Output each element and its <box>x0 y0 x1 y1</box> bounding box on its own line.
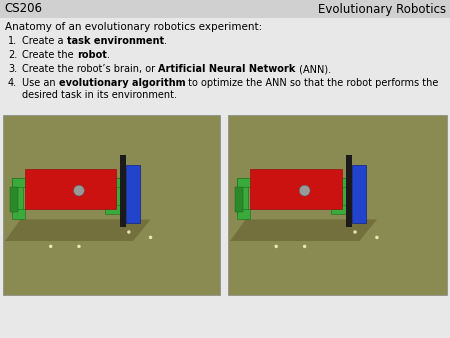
Bar <box>12 209 25 219</box>
Text: Create a: Create a <box>22 36 67 46</box>
Text: robot: robot <box>77 50 107 60</box>
Bar <box>234 187 243 212</box>
Text: Evolutionary Robotics: Evolutionary Robotics <box>318 2 446 16</box>
Bar <box>237 209 250 219</box>
Bar <box>126 165 140 223</box>
Circle shape <box>299 185 310 196</box>
Text: 1.: 1. <box>8 36 17 46</box>
Circle shape <box>353 230 357 234</box>
Bar <box>12 178 40 187</box>
Bar <box>105 178 127 187</box>
Text: to optimize the ANN so that the robot performs the: to optimize the ANN so that the robot pe… <box>185 78 439 88</box>
Bar <box>25 169 116 209</box>
Bar <box>12 178 22 214</box>
Polygon shape <box>5 219 151 241</box>
Circle shape <box>375 236 378 239</box>
Bar <box>237 178 265 187</box>
Bar <box>3 115 220 295</box>
Text: 4.: 4. <box>8 78 17 88</box>
Bar <box>342 178 353 210</box>
Text: Create the: Create the <box>22 50 77 60</box>
Circle shape <box>73 185 85 196</box>
Text: Anatomy of an evolutionary robotics experiment:: Anatomy of an evolutionary robotics expe… <box>5 22 262 32</box>
Text: task environment: task environment <box>67 36 164 46</box>
Bar <box>346 154 352 226</box>
Text: Create the robot’s brain, or: Create the robot’s brain, or <box>22 64 158 74</box>
Text: (ANN).: (ANN). <box>296 64 331 74</box>
Text: Use an: Use an <box>22 78 59 88</box>
Bar <box>116 178 127 210</box>
Text: CS206: CS206 <box>4 2 42 16</box>
Circle shape <box>77 245 81 248</box>
Circle shape <box>274 245 278 248</box>
Bar <box>237 178 248 214</box>
Circle shape <box>303 245 306 248</box>
Text: 3.: 3. <box>8 64 17 74</box>
Bar <box>105 205 120 214</box>
Bar <box>352 165 366 223</box>
Text: 2.: 2. <box>8 50 17 60</box>
Bar <box>228 115 447 295</box>
Text: evolutionary algorithm: evolutionary algorithm <box>59 78 185 88</box>
Text: Artificial Neural Network: Artificial Neural Network <box>158 64 296 74</box>
Polygon shape <box>230 219 377 241</box>
Circle shape <box>149 236 152 239</box>
Bar <box>9 187 18 212</box>
Circle shape <box>49 245 53 248</box>
Bar <box>331 205 346 214</box>
Bar <box>250 169 342 209</box>
Circle shape <box>127 230 130 234</box>
Text: desired task in its environment.: desired task in its environment. <box>22 90 177 100</box>
Text: .: . <box>107 50 110 60</box>
Bar <box>120 154 126 226</box>
Text: .: . <box>164 36 167 46</box>
Bar <box>331 178 353 187</box>
Bar <box>0 0 450 18</box>
